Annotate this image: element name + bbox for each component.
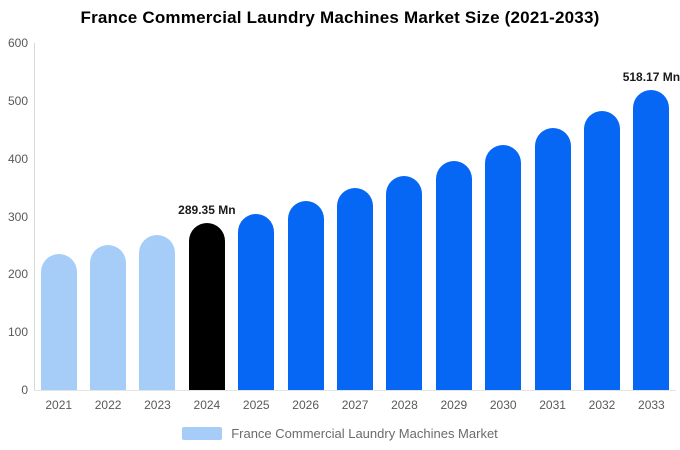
x-tick-label-2025: 2025 (242, 398, 270, 412)
x-tick-label-2024: 2024 (193, 398, 221, 412)
bar-2032[interactable] (583, 111, 620, 390)
bar-2025[interactable] (238, 214, 275, 390)
x-tick-label-2032: 2032 (588, 398, 616, 412)
x-tick-label-2031: 2031 (539, 398, 566, 412)
y-tick-label: 300 (7, 209, 28, 224)
y-tick-label: 500 (7, 93, 28, 108)
x-axis-tick-labels: 2021 2022 2023 2024 2025 2026 2027 2028 2029 2030… (34, 398, 676, 412)
x-tick-label-2033: 2033 (638, 398, 665, 412)
legend[interactable]: France Commercial Laundry Machines Marke… (0, 426, 680, 441)
bar-slot-2030 (479, 43, 528, 390)
bar-2024[interactable]: 289.35 Mn (178, 203, 236, 390)
bar-2031[interactable] (534, 128, 571, 390)
bar-2021[interactable] (40, 254, 77, 390)
y-tick-label: 100 (7, 325, 28, 340)
bar-slot-2032 (577, 43, 626, 390)
bars-area: 289.35 Mn 518.17 Mn (34, 43, 680, 390)
x-tick-label-2027: 2027 (341, 398, 369, 412)
y-tick-label: 200 (7, 267, 28, 282)
chart-title: France Commercial Laundry Machines Marke… (80, 8, 600, 27)
x-tick-label-2030: 2030 (489, 398, 517, 412)
x-axis-line (34, 390, 676, 391)
bar-slot-2029 (429, 43, 478, 390)
bar-slot-2031 (528, 43, 577, 390)
x-tick-label-2026: 2026 (292, 398, 319, 412)
bar-slot-2028 (380, 43, 429, 390)
x-tick-label-2028: 2028 (391, 398, 418, 412)
legend-swatch-icon (182, 427, 223, 440)
bar-value-label-2033: 518.17 Mn (622, 70, 680, 84)
x-tick-label-2023: 2023 (144, 398, 171, 412)
bar-2028[interactable] (386, 176, 423, 390)
bar-value-label-2024: 289.35 Mn (178, 203, 236, 217)
y-tick-label: 400 (7, 151, 28, 166)
bar-2026[interactable] (287, 201, 324, 390)
x-tick-label-2029: 2029 (440, 398, 468, 412)
bar-2023[interactable] (139, 235, 176, 390)
bar-2027[interactable] (337, 188, 374, 390)
y-tick-label: 0 (21, 383, 28, 397)
x-tick-label-2021: 2021 (45, 398, 73, 412)
legend-label: France Commercial Laundry Machines Marke… (231, 426, 498, 441)
y-axis-line (34, 43, 35, 390)
y-tick-label: 600 (7, 36, 28, 50)
bar-2030[interactable] (485, 145, 522, 390)
bar-slot-2022 (83, 43, 132, 390)
bar-slot-2021 (34, 43, 83, 390)
bar-slot-2027 (330, 43, 379, 390)
bar-2029[interactable] (435, 161, 472, 390)
bar-slot-2023 (133, 43, 182, 390)
bar-slot-2033: 518.17 Mn (623, 43, 680, 390)
bar-2033[interactable]: 518.17 Mn (623, 70, 680, 390)
bar-slot-2025 (232, 43, 281, 390)
x-tick-label-2022: 2022 (94, 398, 122, 412)
bar-slot-2026 (281, 43, 330, 390)
bar-slot-2024: 289.35 Mn (178, 43, 236, 390)
bar-2022[interactable] (90, 245, 127, 390)
